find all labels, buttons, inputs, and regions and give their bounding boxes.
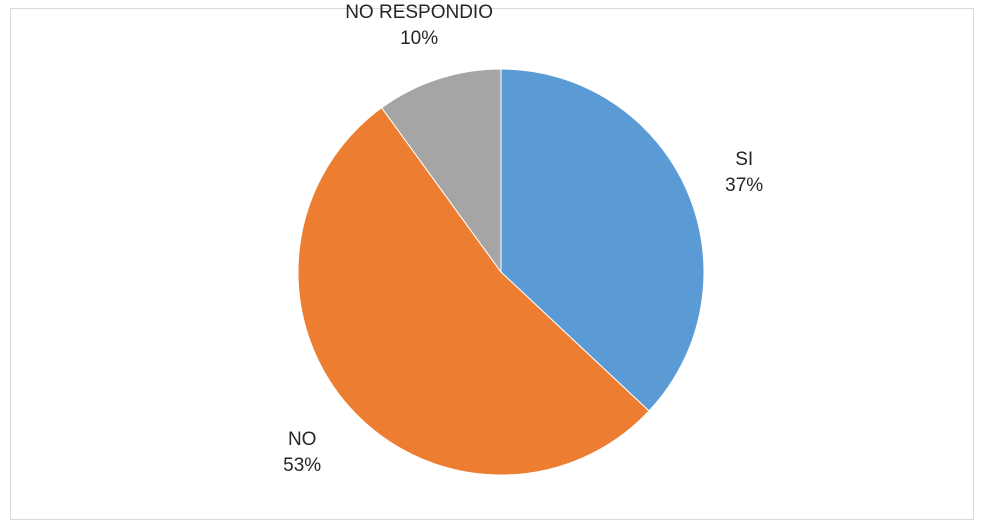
pie-slice-no xyxy=(297,107,650,476)
data-label-value-no: 53% xyxy=(283,455,321,476)
data-label-category-no-respondio: NO RESPONDIO xyxy=(345,2,493,23)
pie-slice-no-respondio xyxy=(380,68,502,274)
data-label-value-no-respondio: 10% xyxy=(400,28,438,49)
data-label-category-si: SI xyxy=(735,149,753,170)
data-label-value-si: 37% xyxy=(725,175,763,196)
pie-slice-si xyxy=(500,68,705,412)
data-label-category-no: NO xyxy=(288,429,317,450)
